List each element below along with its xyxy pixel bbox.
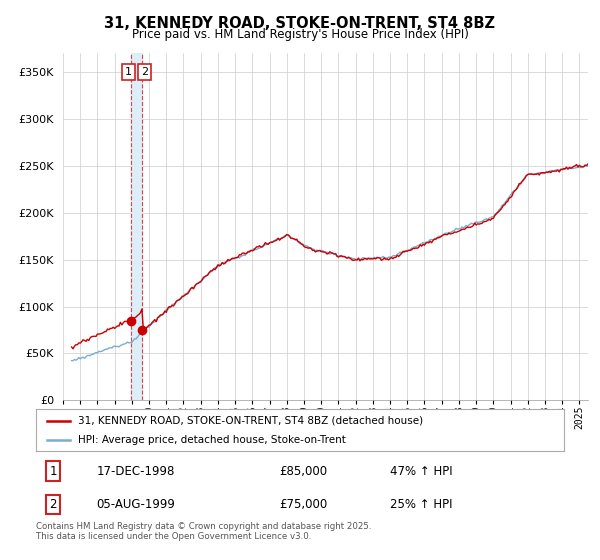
Text: HPI: Average price, detached house, Stoke-on-Trent: HPI: Average price, detached house, Stok… (78, 435, 346, 445)
Text: 25% ↑ HPI: 25% ↑ HPI (390, 498, 452, 511)
Text: 17-DEC-1998: 17-DEC-1998 (97, 465, 175, 478)
Text: Contains HM Land Registry data © Crown copyright and database right 2025.
This d: Contains HM Land Registry data © Crown c… (36, 522, 371, 542)
Bar (131, 53, 142, 400)
Text: Price paid vs. HM Land Registry's House Price Index (HPI): Price paid vs. HM Land Registry's House … (131, 28, 469, 41)
Text: 2: 2 (141, 67, 148, 77)
Text: 1: 1 (49, 465, 57, 478)
Text: 2: 2 (49, 498, 57, 511)
Text: 31, KENNEDY ROAD, STOKE-ON-TRENT, ST4 8BZ: 31, KENNEDY ROAD, STOKE-ON-TRENT, ST4 8B… (104, 16, 496, 31)
Text: £75,000: £75,000 (279, 498, 327, 511)
Text: 31, KENNEDY ROAD, STOKE-ON-TRENT, ST4 8BZ (detached house): 31, KENNEDY ROAD, STOKE-ON-TRENT, ST4 8B… (78, 416, 424, 426)
Text: 47% ↑ HPI: 47% ↑ HPI (390, 465, 452, 478)
Text: 1: 1 (125, 67, 132, 77)
Text: 05-AUG-1999: 05-AUG-1999 (97, 498, 176, 511)
Text: £85,000: £85,000 (279, 465, 327, 478)
